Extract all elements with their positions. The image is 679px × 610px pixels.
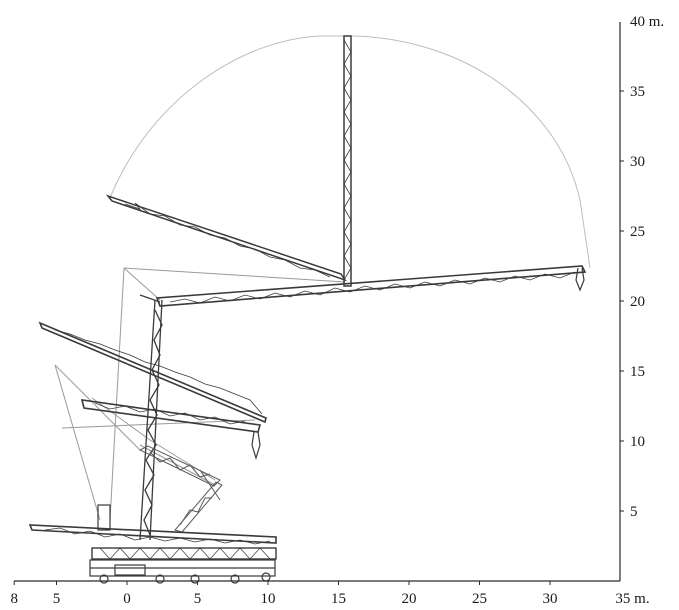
x-axis-ticks: 8 5 0 5 10 15 20 25 30 <box>10 581 558 607</box>
x-tick-label: 0 <box>123 591 131 607</box>
boom-raised-left <box>105 194 347 282</box>
x-tick-label: 5 <box>194 591 202 607</box>
boom-upper-inclined <box>38 321 267 424</box>
y-tick-label: 10 <box>630 434 645 450</box>
y-axis-unit-label: 40 m. <box>630 14 664 30</box>
x-tick-label: 15 <box>331 591 346 607</box>
crane-mast <box>139 299 163 541</box>
x-tick-label: 8 <box>10 591 18 607</box>
crane-carrier <box>89 504 276 584</box>
x-tick-label: 25 <box>472 591 487 607</box>
rigging-lines <box>54 267 346 521</box>
y-tick-label: 30 <box>630 154 645 170</box>
x-axis-unit-label: 35 m. <box>615 591 649 607</box>
x-tick-label: 20 <box>402 591 417 607</box>
y-tick-label: 5 <box>630 504 638 520</box>
boom-vertical <box>343 35 352 287</box>
y-axis-ticks: 5 10 15 20 25 30 35 <box>620 84 645 520</box>
luffing-structure <box>138 445 223 533</box>
boom-mid-inclined <box>80 399 262 461</box>
working-radius-arc <box>109 35 591 269</box>
boom-folded-base <box>28 524 277 560</box>
x-tick-label: 30 <box>543 591 558 607</box>
boom-horizontal-high <box>139 265 587 307</box>
x-tick-label: 10 <box>261 591 276 607</box>
x-tick-label: 5 <box>53 591 61 607</box>
y-tick-label: 25 <box>630 224 645 240</box>
y-tick-label: 35 <box>630 84 645 100</box>
y-tick-label: 20 <box>630 294 645 310</box>
y-tick-label: 15 <box>630 364 645 380</box>
